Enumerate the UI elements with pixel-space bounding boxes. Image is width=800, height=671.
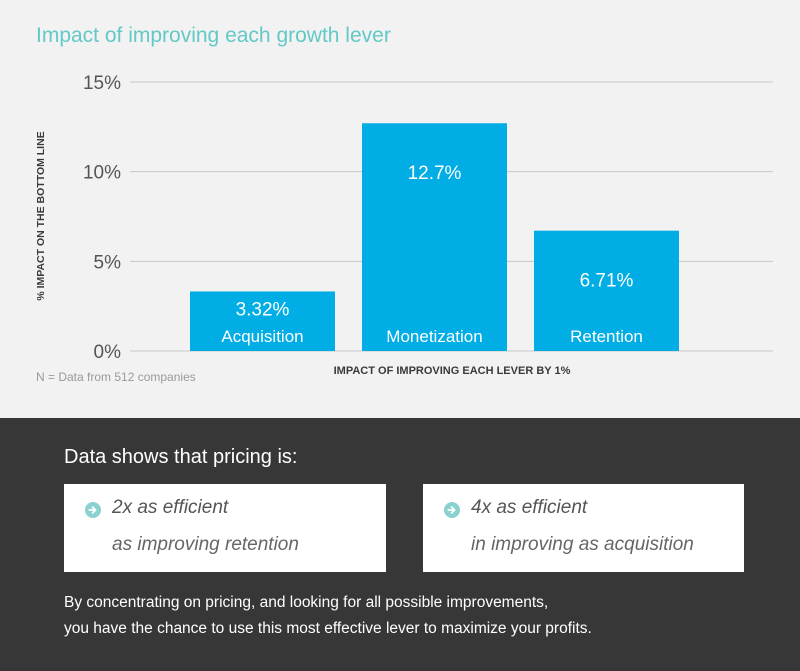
y-axis-title: % IMPACT ON THE BOTTOM LINE (35, 131, 47, 300)
category-label: Monetization (386, 327, 482, 346)
chart-title: Impact of improving each growth lever (36, 24, 391, 47)
efficiency-comparison: in improving as acquisition (471, 534, 694, 555)
efficiency-stat: 4x as efficient (471, 497, 588, 518)
x-axis-title: IMPACT OF IMPROVING EACH LEVER BY 1% (334, 365, 571, 377)
y-tick-label: 15% (83, 73, 121, 94)
y-tick-label: 10% (83, 163, 121, 184)
arrow-right-circle-icon (444, 502, 460, 518)
summary-heading: Data shows that pricing is: (64, 446, 298, 468)
conclusion-line: By concentrating on pricing, and looking… (64, 594, 549, 611)
chart-panel: Impact of improving each growth lever 0%… (35, 24, 773, 384)
efficiency-stat: 2x as efficient (112, 497, 229, 518)
category-label: Acquisition (221, 327, 303, 346)
footnote: N = Data from 512 companies (36, 370, 196, 384)
y-tick-label: 5% (94, 252, 122, 273)
bar-value-label: 3.32% (236, 299, 290, 320)
bar-value-label: 6.71% (580, 271, 634, 292)
bar (190, 291, 335, 351)
efficiency-comparison: as improving retention (112, 534, 299, 555)
bar (362, 123, 507, 351)
bar-chart: 0% 5% 10% 15% 3.32% Acquisition 12.7% Monetizat… (35, 73, 773, 377)
bar-value-label: 12.7% (408, 163, 462, 184)
conclusion-text: By concentrating on pricing, and looking… (64, 590, 764, 642)
category-label: Retention (570, 327, 643, 346)
bar (534, 230, 679, 351)
efficiency-card-acquisition: 4x as efficient in improving as acquisit… (423, 484, 744, 572)
conclusion-line: you have the chance to use this most eff… (64, 620, 592, 637)
efficiency-card-retention: 2x as efficient as improving retention (64, 484, 386, 572)
summary-panel: Data shows that pricing is: 2x as effici… (0, 418, 800, 671)
y-tick-label: 0% (94, 342, 122, 363)
arrow-right-circle-icon (85, 502, 101, 518)
